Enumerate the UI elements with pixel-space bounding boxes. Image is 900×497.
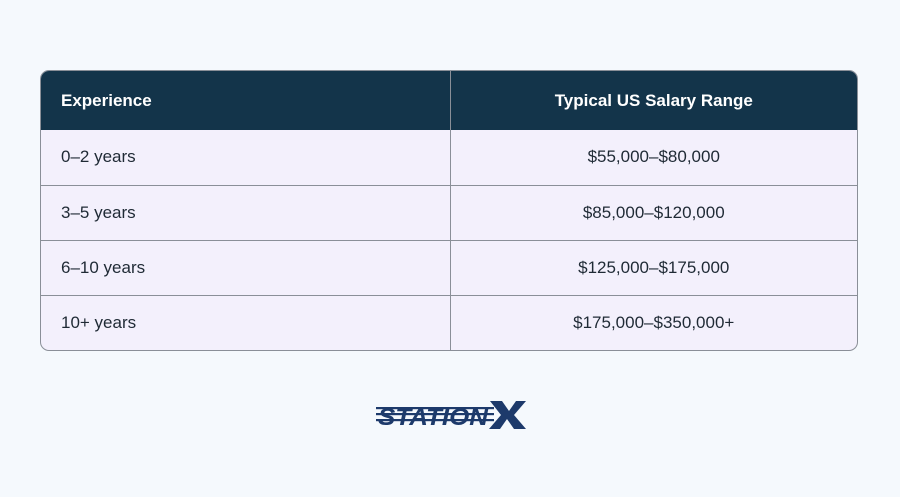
salary-table-container: Experience Typical US Salary Range 0–2 y…: [40, 70, 858, 351]
svg-text:STATION: STATION: [378, 404, 489, 430]
table-row: 3–5 years $85,000–$120,000: [41, 184, 857, 240]
stationx-logo-icon: STATION: [376, 401, 526, 431]
header-salary-range: Typical US Salary Range: [554, 90, 753, 110]
experience-cell: 6–10 years: [41, 239, 451, 295]
salary-cell: $85,000–$120,000: [450, 184, 857, 240]
table-row: 6–10 years $125,000–$175,000: [41, 239, 857, 295]
salary-cell: $175,000–$350,000+: [450, 294, 857, 350]
experience-cell: 0–2 years: [41, 130, 451, 185]
salary-cell: $55,000–$80,000: [587, 147, 720, 167]
experience-cell: 3–5 years: [41, 184, 451, 240]
salary-table: Experience Typical US Salary Range 0–2 y…: [41, 71, 857, 350]
experience-cell: 10+ years: [41, 294, 451, 350]
header-experience: Experience: [41, 71, 451, 130]
salary-cell: $125,000–$175,000: [450, 239, 857, 295]
table-row: 0–2 years $55,000–$80,000: [41, 130, 857, 185]
stationx-logo: STATION: [376, 398, 526, 431]
table-header-row: Experience Typical US Salary Range: [41, 71, 857, 130]
table-row: 10+ years $175,000–$350,000+: [41, 294, 857, 350]
